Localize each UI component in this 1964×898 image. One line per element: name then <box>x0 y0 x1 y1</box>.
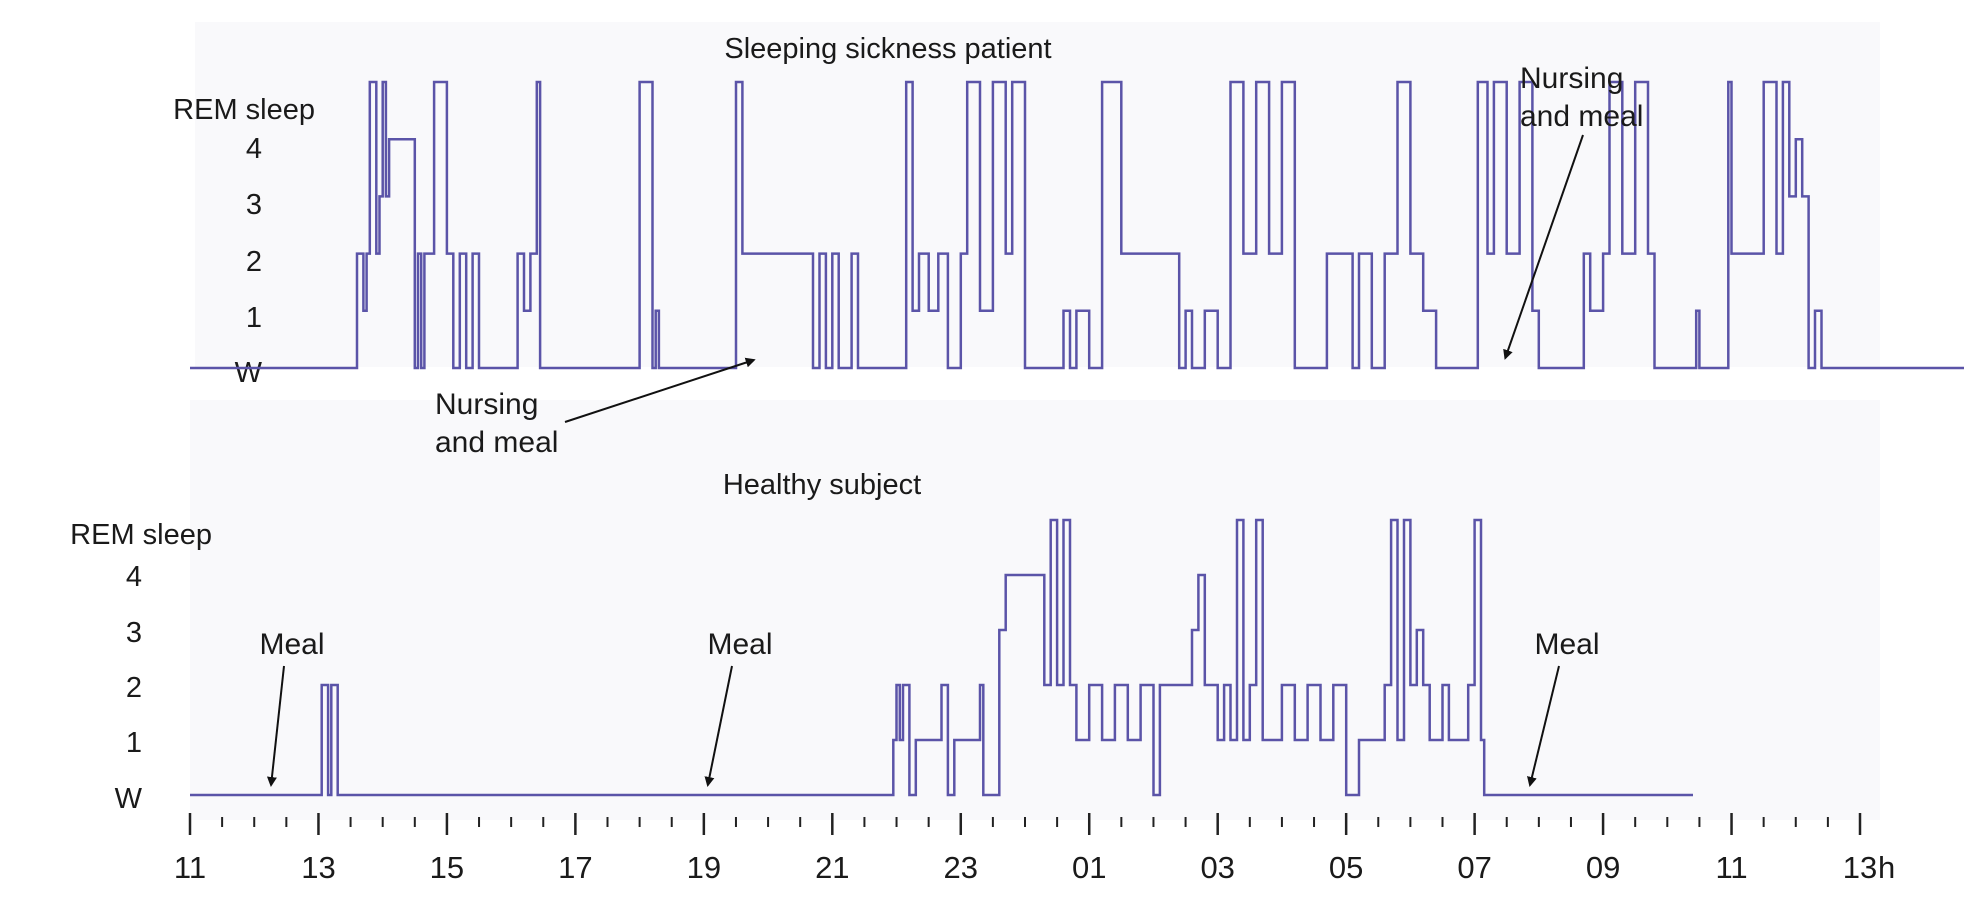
annotation-label: and meal <box>1520 100 1643 133</box>
annotation-arrow <box>704 665 733 787</box>
y-label-stage-2: 2 <box>246 246 262 278</box>
y-label-wake: W <box>115 783 143 815</box>
y-label-stage-4: 4 <box>126 561 142 593</box>
x-tick-label: 17 <box>558 850 592 885</box>
bottom-panel-background <box>190 400 1880 820</box>
series-line-patient <box>190 80 1964 370</box>
x-tick-label: 23 <box>944 850 978 885</box>
annotation-label: and meal <box>435 426 558 459</box>
x-tick-label: 03 <box>1200 850 1234 885</box>
y-label-stage-1: 1 <box>246 302 262 334</box>
annotation-label: Meal <box>707 628 772 661</box>
y-label-stage-3: 3 <box>246 189 262 221</box>
x-tick-label: 01 <box>1072 850 1106 885</box>
healthy-y-axis: REM sleep 4 3 2 1 W <box>70 519 212 815</box>
x-tick-label: 05 <box>1329 850 1363 885</box>
x-tick-label: 11 <box>174 850 206 885</box>
y-label-stage-2: 2 <box>126 672 142 704</box>
annotation-label: Meal <box>259 628 324 661</box>
y-label-stage-3: 3 <box>126 617 142 649</box>
x-tick-label: 09 <box>1586 850 1620 885</box>
x-tick-label: 13 <box>1843 850 1877 885</box>
x-tick-label: 07 <box>1457 850 1491 885</box>
chart-title-patient: Sleeping sickness patient <box>724 33 1051 65</box>
x-tick-label: 13 <box>301 850 335 885</box>
annotation-arrow <box>1503 134 1584 360</box>
top-panel-background <box>195 22 1880 367</box>
annotation-arrow <box>1527 665 1560 787</box>
chart-title-healthy: Healthy subject <box>723 469 921 501</box>
x-axis-unit-label: h <box>1878 850 1895 885</box>
x-tick-label: 11 <box>1715 850 1747 885</box>
y-label-rem-sleep: REM sleep <box>70 519 212 551</box>
x-tick-label: 15 <box>430 850 464 885</box>
x-axis: 11 13 15 17 19 21 23 01 03 05 07 09 11 13 <box>174 813 1877 885</box>
patient-y-axis: REM sleep 4 3 2 1 W <box>173 94 315 389</box>
annotation-arrow <box>266 665 285 787</box>
x-tick-label: 19 <box>687 850 721 885</box>
annotations: Nursing and meal Nursing and meal Meal Meal Me… <box>259 62 1643 787</box>
x-tick-label: 21 <box>815 850 849 885</box>
series-line-healthy <box>190 518 1693 797</box>
y-label-stage-4: 4 <box>246 133 262 165</box>
annotation-label: Nursing <box>435 388 538 421</box>
y-label-rem-sleep: REM sleep <box>173 94 315 126</box>
annotation-arrow <box>564 357 756 423</box>
y-label-wake: W <box>235 357 263 389</box>
y-label-stage-1: 1 <box>126 727 142 759</box>
annotation-label: Meal <box>1534 628 1599 661</box>
annotation-label: Nursing <box>1520 62 1623 95</box>
